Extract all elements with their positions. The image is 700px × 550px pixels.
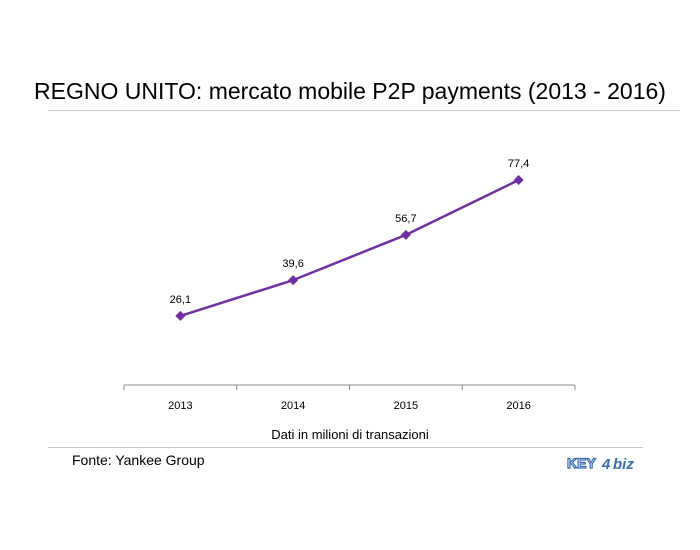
x-tick-label: 2013 — [168, 400, 192, 412]
series-line-group: 26,1 39,6 56,7 77,4 — [170, 158, 529, 321]
data-label: 77,4 — [508, 158, 529, 170]
key4biz-logo: KEY 4 biz — [566, 454, 634, 473]
data-point-marker — [288, 275, 299, 286]
data-label: 26,1 — [170, 294, 191, 306]
logo-text-four: 4 — [601, 456, 611, 473]
data-point-marker — [513, 175, 524, 186]
logo-text-key: KEY — [567, 455, 596, 471]
data-point-marker — [400, 229, 411, 240]
x-tick-label: 2016 — [506, 400, 530, 412]
x-tick-label: 2014 — [281, 400, 305, 412]
logo-text-biz: biz — [613, 456, 634, 473]
x-tick-label: 2015 — [394, 400, 418, 412]
source-note: Fonte: Yankee Group — [72, 452, 205, 468]
footer-divider — [48, 447, 643, 448]
page-title: REGNO UNITO: mercato mobile P2P payments… — [34, 78, 666, 104]
data-label: 56,7 — [395, 213, 416, 225]
title-divider — [48, 110, 680, 111]
x-axis-label: Dati in milioni di transazioni — [271, 427, 429, 442]
series-line — [179, 178, 520, 318]
data-point-marker — [175, 310, 186, 321]
x-axis: 2013 2014 2015 2016 — [123, 384, 576, 412]
data-label: 39,6 — [282, 258, 303, 270]
